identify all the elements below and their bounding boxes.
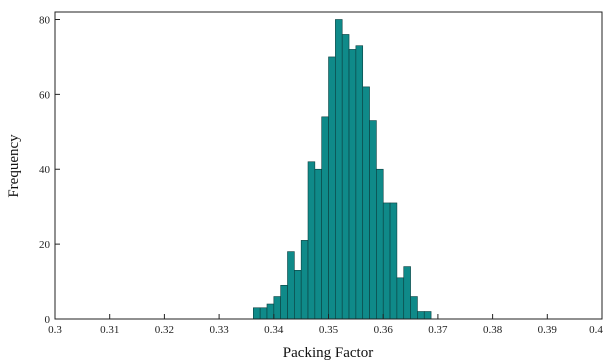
histogram-bar <box>266 303 275 320</box>
y-axis: 0 20 40 60 80 <box>39 14 60 326</box>
x-tick-label: 0.4 <box>589 324 603 336</box>
histogram-bar <box>341 34 350 320</box>
histogram-bar <box>314 168 322 320</box>
histogram-bar <box>300 240 309 320</box>
histogram-bar <box>259 307 268 320</box>
histogram-bar <box>396 277 405 320</box>
x-tick-label: 0.31 <box>100 324 119 336</box>
histogram-bar <box>423 311 432 320</box>
histogram-bar <box>273 296 281 320</box>
histogram-bar <box>362 86 370 320</box>
y-tick-label: 80 <box>39 14 51 26</box>
x-tick-label: 0.37 <box>428 324 448 336</box>
histogram-bar <box>321 116 329 320</box>
x-axis-title: Packing Factor <box>283 345 373 361</box>
histogram-bar <box>355 45 364 320</box>
histogram-bar <box>335 19 343 320</box>
histogram-bar <box>287 251 295 320</box>
histogram-bar <box>410 296 418 320</box>
histogram-bar <box>280 284 288 320</box>
x-tick-label: 0.39 <box>538 324 558 336</box>
histogram-bar <box>307 161 316 320</box>
x-tick-label: 0.33 <box>209 324 229 336</box>
y-tick-label: 40 <box>39 164 51 176</box>
y-tick-label: 0 <box>45 314 51 326</box>
histogram-bar <box>376 168 384 320</box>
histogram-bar <box>403 266 411 320</box>
x-tick-label: 0.34 <box>264 324 284 336</box>
histogram-bar <box>294 270 302 320</box>
histogram-bar <box>417 311 425 320</box>
histogram-bar <box>348 49 357 320</box>
x-tick-label: 0.32 <box>155 324 174 336</box>
y-axis-title: Frequency <box>6 134 22 198</box>
x-tick-label: 0.3 <box>48 324 62 336</box>
x-tick-label: 0.38 <box>483 324 503 336</box>
y-tick-label: 20 <box>39 239 51 251</box>
histogram-bar <box>369 120 377 320</box>
histogram-bar <box>328 56 336 320</box>
histogram-bar <box>382 202 391 320</box>
histogram-bar <box>253 307 261 320</box>
x-axis: 0.3 0.31 0.32 0.33 0.34 0.35 0.36 0.37 0.38 0.39 0… <box>48 314 603 336</box>
bars-layer <box>253 19 432 320</box>
x-tick-label: 0.36 <box>374 324 394 336</box>
y-tick-label: 60 <box>39 89 51 101</box>
x-tick-label: 0.35 <box>319 324 339 336</box>
histogram-bar <box>389 202 398 320</box>
